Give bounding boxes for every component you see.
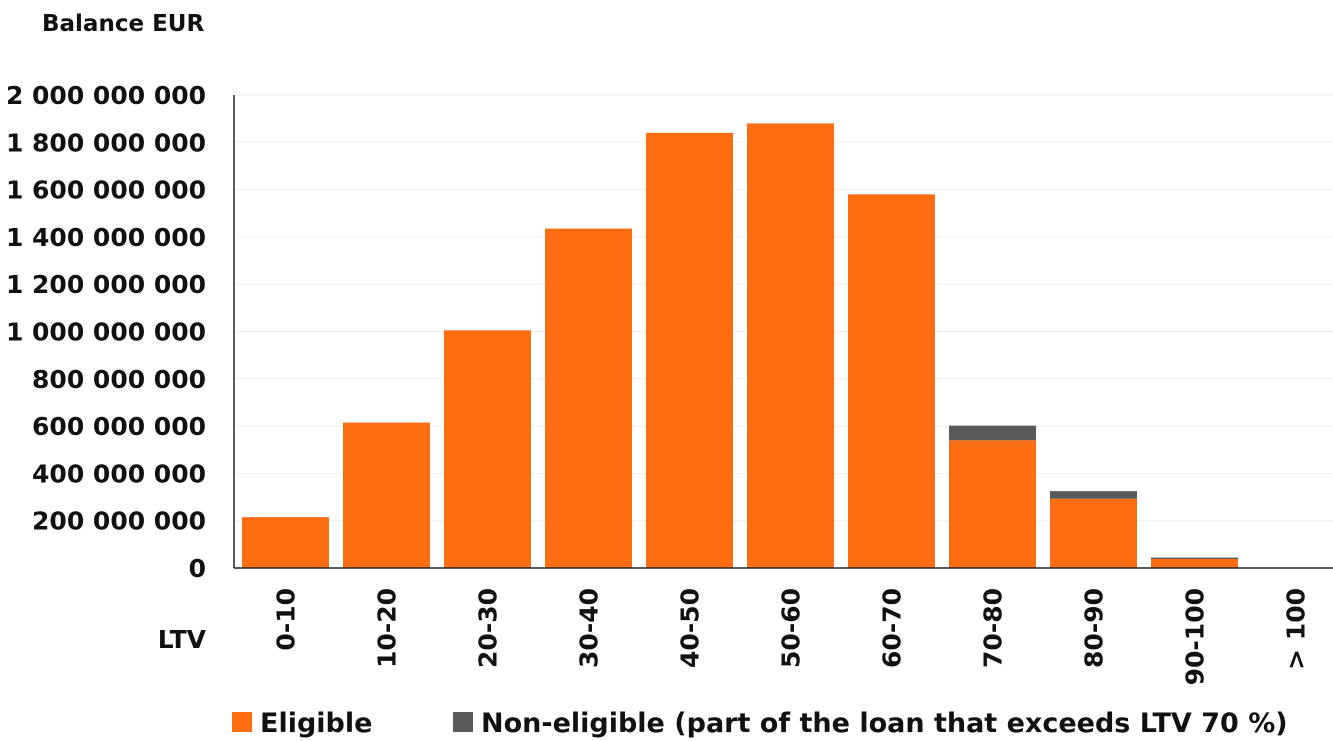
bar-eligible xyxy=(747,123,834,568)
axes xyxy=(233,95,1333,569)
x-tick-label: > 100 xyxy=(1282,588,1311,670)
legend-item-eligible: Eligible xyxy=(232,708,372,739)
bar-eligible xyxy=(343,422,430,568)
x-tick-label: 20-30 xyxy=(474,588,503,668)
y-tick-label: 1 400 000 000 xyxy=(6,223,206,252)
legend-label: Eligible xyxy=(260,708,372,739)
legend-label: Non-eligible (part of the loan that exce… xyxy=(481,708,1288,739)
y-tick-label: 1 800 000 000 xyxy=(6,128,206,157)
x-tick-label: 30-40 xyxy=(575,588,604,668)
bar-non-eligible xyxy=(1151,557,1238,560)
bar-eligible xyxy=(1151,559,1238,568)
legend-swatch-eligible xyxy=(232,712,252,732)
legend-item-non-eligible: Non-eligible (part of the loan that exce… xyxy=(453,708,1288,739)
x-axis-ticks: 0-10 10-20 20-30 30-40 40-50 50-60 60-70 70-80 8… xyxy=(272,588,1311,685)
x-tick-label: 0-10 xyxy=(272,588,301,651)
y-tick-label: 600 000 000 xyxy=(32,412,206,441)
y-axis-title: Balance EUR xyxy=(42,11,204,37)
bar-non-eligible xyxy=(1050,491,1137,499)
legend: Eligible Non-eligible (part of the loan t… xyxy=(232,708,1288,739)
y-tick-label: 1 000 000 000 xyxy=(6,318,206,347)
y-tick-label: 2 000 000 000 xyxy=(6,81,206,110)
bar-eligible xyxy=(444,330,531,568)
y-tick-label: 1 200 000 000 xyxy=(6,270,206,299)
bar-eligible xyxy=(545,228,632,568)
y-tick-label: 200 000 000 xyxy=(32,507,206,536)
bar-eligible xyxy=(646,132,733,568)
legend-swatch-non-eligible xyxy=(453,712,473,732)
x-tick-label: 60-70 xyxy=(878,588,907,668)
x-tick-label: 70-80 xyxy=(979,588,1008,668)
x-tick-label: 90-100 xyxy=(1181,588,1210,685)
x-tick-label: 40-50 xyxy=(676,588,705,668)
y-axis-ticks: 0 200 000 000 400 000 000 600 000 000 800 00… xyxy=(6,81,206,583)
bar-non-eligible xyxy=(949,425,1036,441)
bar-eligible xyxy=(1050,498,1137,568)
x-tick-label: 80-90 xyxy=(1080,588,1109,668)
x-axis-title: LTV xyxy=(158,625,207,654)
y-tick-label: 800 000 000 xyxy=(32,365,206,394)
bar-eligible xyxy=(242,517,329,568)
y-tick-label: 400 000 000 xyxy=(32,459,206,488)
y-tick-label: 0 xyxy=(189,554,206,583)
bar-eligible xyxy=(949,440,1036,568)
x-tick-label: 50-60 xyxy=(777,588,806,668)
bars xyxy=(242,123,1238,568)
y-tick-label: 1 600 000 000 xyxy=(6,176,206,205)
bar-eligible xyxy=(848,194,935,568)
x-tick-label: 10-20 xyxy=(373,588,402,668)
